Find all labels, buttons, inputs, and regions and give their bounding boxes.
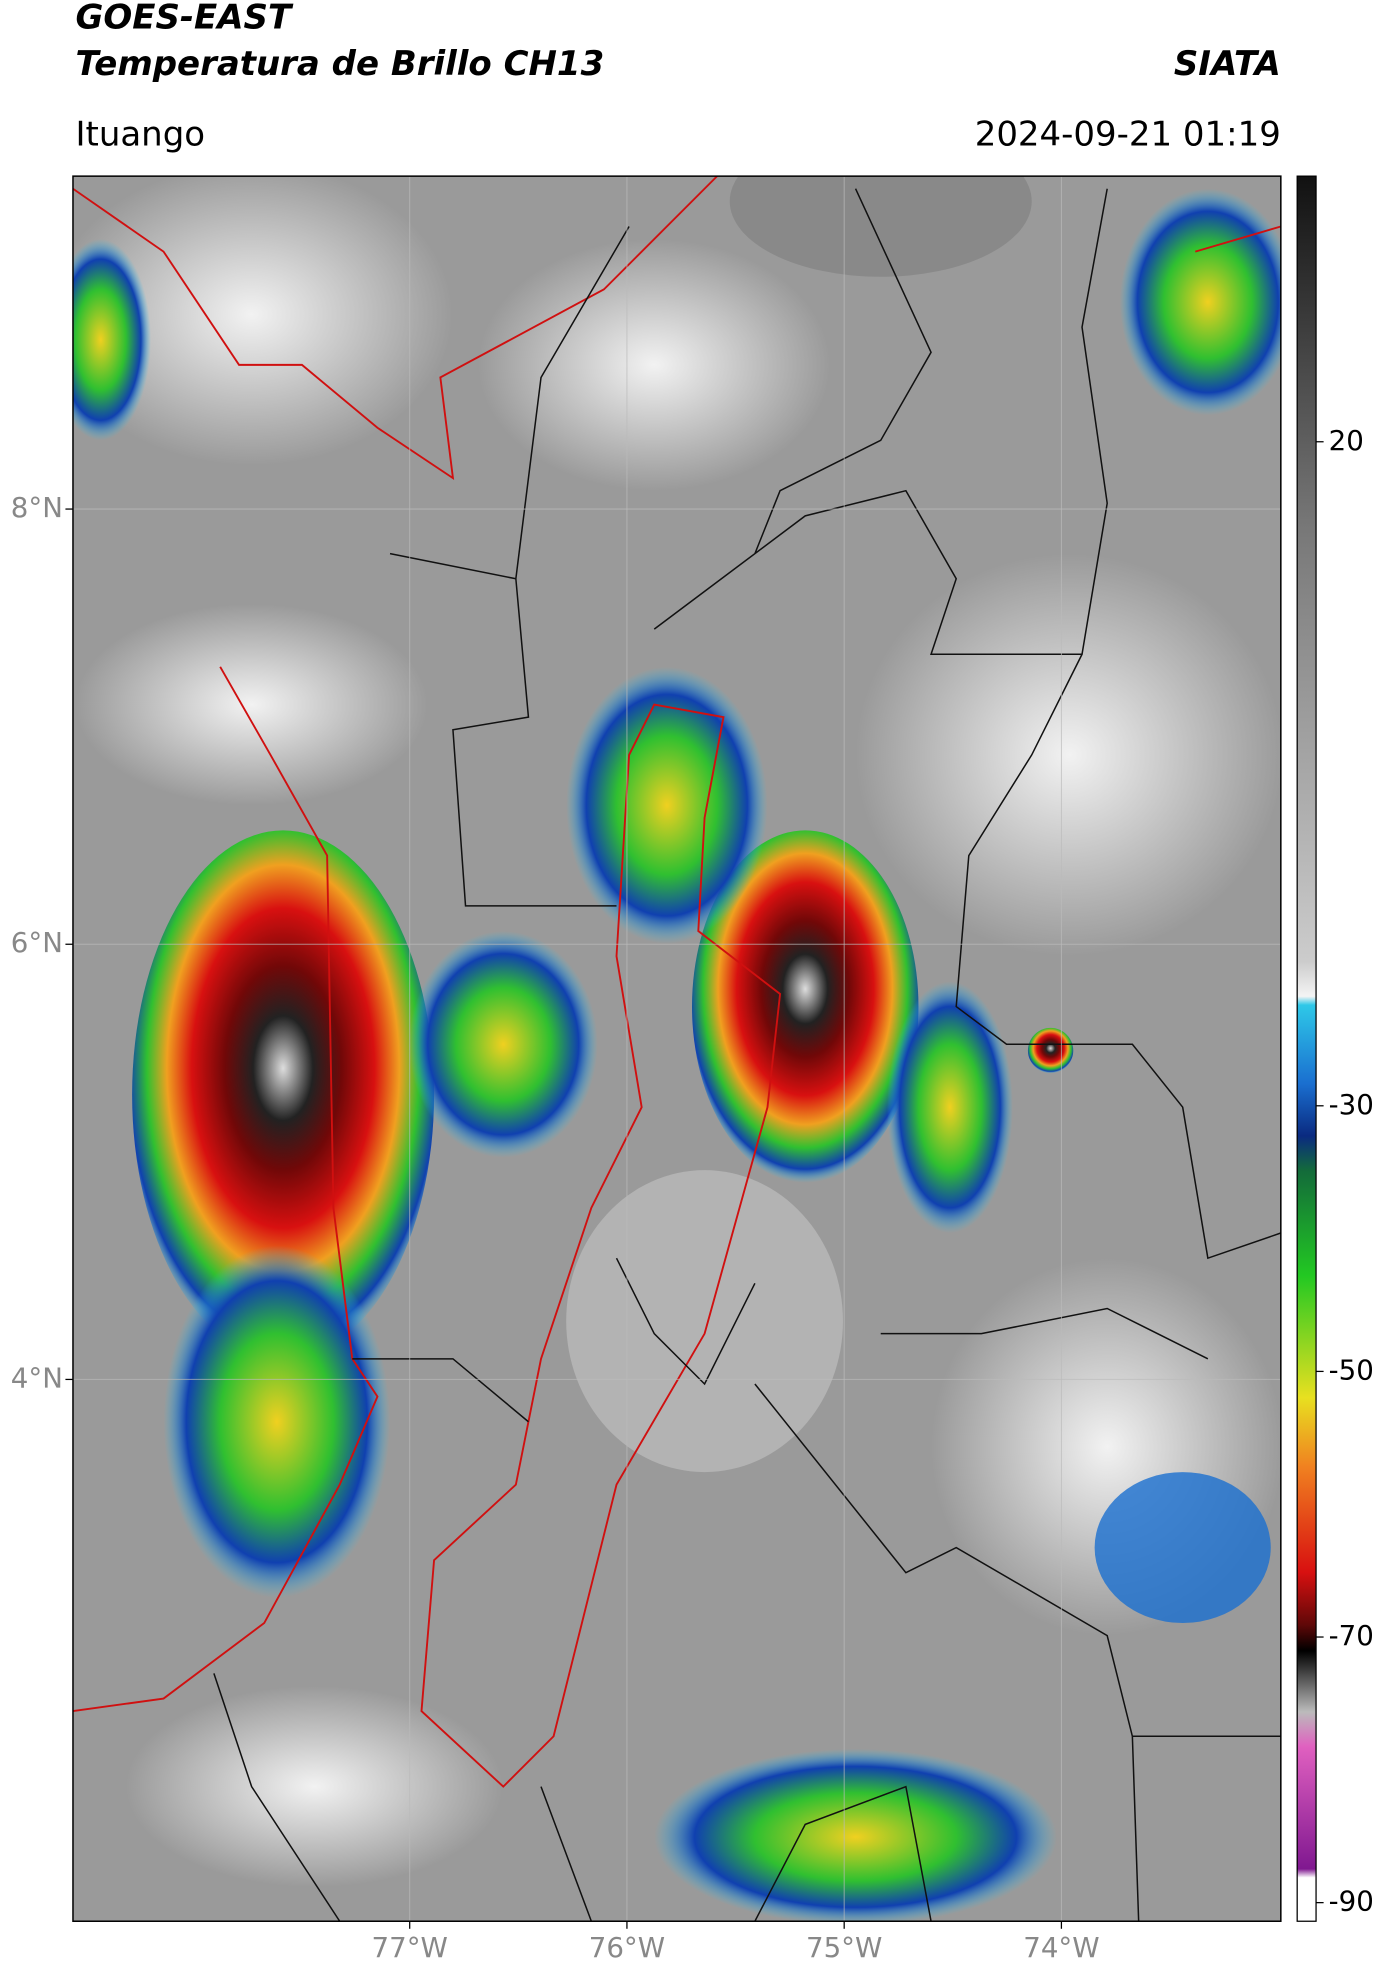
x-tick-label: 74°W <box>1023 1931 1099 1964</box>
colorbar-tick-label: -70 <box>1329 1619 1374 1652</box>
datetime-label: 2024-09-21 01:19 <box>975 114 1281 154</box>
y-tick-label: 4°N <box>11 1361 63 1394</box>
title-institution: SIATA <box>1174 44 1281 84</box>
satellite-image <box>72 176 1281 1922</box>
x-tick-label: 76°W <box>589 1931 665 1964</box>
title-satellite: GOES-EAST <box>75 0 293 37</box>
region-label: Ituango <box>75 114 205 154</box>
map-frame <box>72 175 1282 1922</box>
y-tick-label: 8°N <box>11 491 63 524</box>
y-tick-label: 6°N <box>11 926 63 959</box>
colorbar-tick-label: -50 <box>1329 1353 1374 1386</box>
title-product: Temperatura de Brillo CH13 <box>75 44 604 84</box>
x-tick-label: 77°W <box>372 1931 448 1964</box>
colorbar <box>1296 175 1317 1922</box>
colorbar-tick-label: 20 <box>1329 424 1364 457</box>
x-tick-label: 75°W <box>806 1931 882 1964</box>
colorbar-tick-label: -90 <box>1329 1885 1374 1918</box>
grid <box>72 176 1281 1922</box>
colorbar-tick-label: -30 <box>1329 1088 1374 1121</box>
